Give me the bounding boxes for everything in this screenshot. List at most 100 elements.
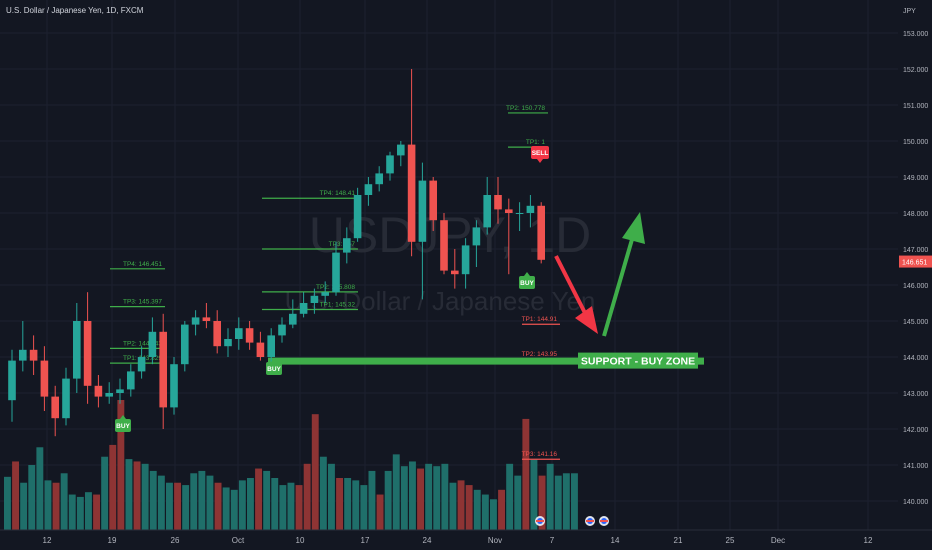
- volume-bar: [279, 485, 287, 530]
- volume-bar: [481, 494, 489, 530]
- volume-bar: [409, 461, 416, 530]
- time-tick-label: 24: [423, 536, 432, 545]
- volume-bar: [133, 461, 141, 530]
- green-arrow-head: [622, 212, 645, 244]
- volume-bar: [20, 482, 28, 530]
- volume-bar: [546, 463, 554, 530]
- volume-bar: [52, 482, 60, 530]
- arrows: [554, 212, 645, 337]
- volume-bar: [222, 487, 230, 530]
- candle-body: [62, 378, 70, 419]
- candle-body: [40, 360, 49, 397]
- candle-body: [289, 313, 297, 325]
- tp-label: TP2: 143.95: [522, 351, 558, 358]
- time-axis[interactable]: 12 19 26 Oct 10 17 24 Nov 7 14 21 25 Dec 12: [0, 529, 932, 545]
- price-tick-label: 146.000: [903, 283, 928, 290]
- volume-bar: [457, 480, 465, 530]
- volume-bar: [206, 475, 214, 530]
- volume-bar: [498, 489, 505, 530]
- candle-body: [94, 385, 103, 397]
- tp-label: TP4: 146.451: [123, 261, 162, 268]
- candle-body: [515, 213, 524, 214]
- candle-body: [191, 317, 200, 325]
- candle-body: [170, 364, 178, 408]
- volume-bar: [319, 456, 327, 530]
- buy-signal-pointer: [524, 272, 530, 276]
- time-tick-label: Oct: [232, 536, 245, 545]
- volume-bar: [571, 473, 578, 530]
- volume-bar: [554, 475, 562, 530]
- volume-bar: [255, 468, 262, 530]
- candle-body: [127, 371, 135, 390]
- volume-bar: [198, 470, 206, 530]
- volume-bar: [247, 478, 254, 530]
- green-arrow-shaft: [602, 235, 635, 337]
- volume-bar: [417, 468, 424, 530]
- price-tick-label: 152.000: [903, 67, 928, 74]
- candle-body: [526, 205, 535, 213]
- candle-body: [137, 357, 146, 372]
- candle-body: [267, 335, 275, 357]
- volume-bar: [76, 496, 84, 530]
- volume-bar: [214, 482, 222, 530]
- volume-bar: [190, 473, 198, 530]
- time-tick-label: 7: [550, 536, 555, 545]
- candle-body: [343, 238, 351, 253]
- volume-bar: [271, 478, 279, 530]
- buy-signal: [266, 362, 282, 375]
- candle-body: [278, 324, 286, 336]
- candles: [8, 69, 545, 437]
- chart-title: U.S. Dollar / Japanese Yen, 1D, FXCM: [6, 6, 144, 15]
- candle-body: [224, 339, 232, 347]
- price-tick-label: 147.000: [903, 247, 928, 254]
- candle-body: [73, 321, 81, 379]
- volume-bar: [376, 494, 384, 530]
- candle-body: [353, 195, 362, 239]
- candle-body: [299, 303, 308, 314]
- volume-bar: [328, 463, 335, 530]
- volume-bar: [522, 418, 530, 530]
- time-tick-label: Dec: [771, 536, 785, 545]
- volume-bar: [311, 414, 319, 530]
- volume-bar: [117, 400, 125, 530]
- candle-body: [386, 155, 394, 174]
- price-tick-label: 142.000: [903, 427, 928, 434]
- price-axis[interactable]: 153.000 152.000 151.000 150.000 149.000 148.0…: [898, 0, 932, 530]
- volume-bar: [490, 499, 497, 530]
- volume-bar: [449, 482, 457, 530]
- candle-body: [29, 349, 38, 361]
- time-tick-label: 25: [726, 536, 735, 545]
- volume-bar: [530, 459, 538, 530]
- volume-bar: [425, 463, 433, 530]
- candle-body: [159, 331, 167, 408]
- volume-bar: [141, 463, 149, 530]
- volume-bar: [174, 482, 181, 530]
- volume-bar: [93, 494, 100, 530]
- time-tick-label: 26: [171, 536, 180, 545]
- volume-bar: [4, 476, 11, 530]
- grid: [0, 0, 898, 530]
- candle-body: [19, 349, 27, 361]
- volume-bar: [392, 454, 400, 530]
- time-tick-label: 21: [674, 536, 683, 545]
- tp-label: TP2: 150.778: [506, 105, 545, 112]
- price-tick-label: 151.000: [903, 103, 928, 110]
- volume-bar: [85, 492, 92, 530]
- currency-label: JPY: [903, 8, 916, 15]
- candle-body: [407, 144, 416, 242]
- volume-bar: [149, 470, 157, 530]
- volume-bar: [400, 466, 408, 530]
- candle-body: [505, 209, 513, 213]
- volume-bar: [433, 466, 441, 530]
- price-tick-label: 149.000: [903, 175, 928, 182]
- candle-body: [429, 180, 437, 221]
- support-zone: SUPPORT - BUY ZONE: [268, 352, 704, 369]
- volume-bar: [506, 463, 514, 530]
- volume-bar: [101, 456, 109, 530]
- candle-body: [256, 342, 265, 357]
- candle-body: [332, 252, 340, 293]
- event-icons: [535, 516, 609, 526]
- candle-body: [202, 317, 211, 321]
- event-flag-icon-stripe: [586, 520, 594, 522]
